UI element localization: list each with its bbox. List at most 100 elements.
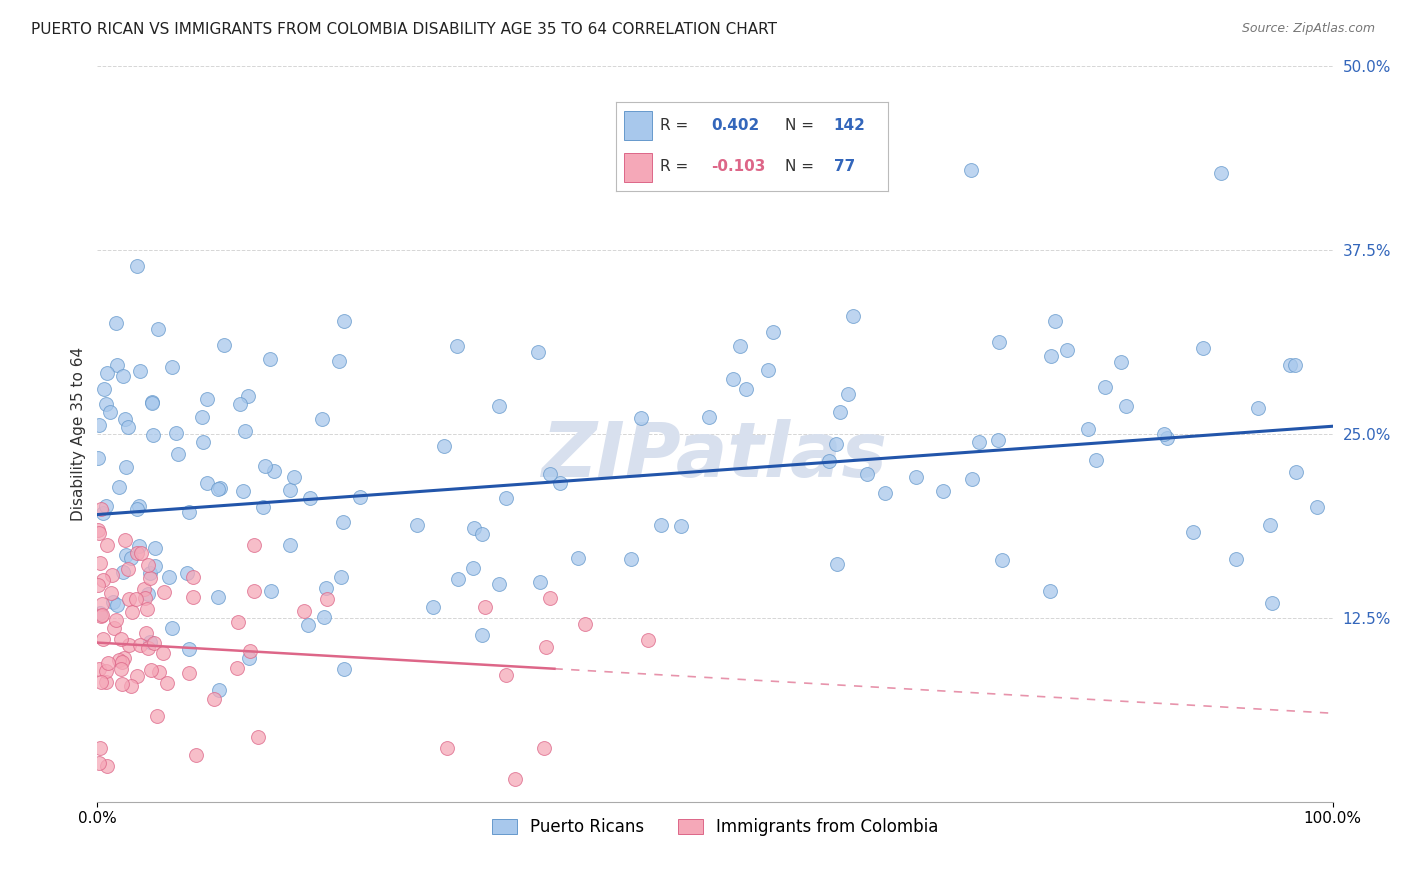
Point [630,411,652,425]
Point [87,450,110,465]
Point [193,435,215,450]
Point [134,591,156,605]
Point [141,394,163,409]
Point [166,446,188,460]
Point [110,632,132,646]
Point [1056,343,1078,357]
Point [1040,349,1063,363]
Point [94,499,117,513]
Point [1094,380,1116,394]
Point [104,316,127,330]
Point [837,387,859,401]
Point [990,553,1012,567]
Point [856,467,879,481]
Point [567,550,589,565]
Point [90,674,112,689]
Point [333,662,356,676]
Point [148,321,170,335]
Point [181,590,204,604]
Point [637,633,659,648]
Point [495,491,517,505]
Point [243,583,266,598]
Point [474,600,496,615]
Point [121,605,143,619]
Point [1043,314,1066,328]
Point [152,584,174,599]
Point [1192,341,1215,355]
Point [650,518,672,533]
Point [87,578,110,592]
Point [143,558,166,573]
Point [236,389,259,403]
Point [252,500,274,514]
Point [177,505,200,519]
Point [179,666,201,681]
Point [125,502,148,516]
Point [1077,422,1099,436]
Point [139,566,162,580]
Point [136,587,159,601]
Point [470,526,492,541]
Point [179,642,201,657]
Point [87,523,110,537]
Point [207,482,229,496]
Point [152,646,174,660]
Point [1039,584,1062,599]
Point [96,367,118,381]
Point [100,586,122,600]
Point [212,337,235,351]
Point [503,772,526,786]
Point [94,664,117,678]
Point [195,392,218,406]
Point [90,608,112,623]
Point [278,483,301,498]
Point [1284,359,1306,373]
Point [818,454,841,468]
Point [118,638,141,652]
Point [87,756,110,770]
Point [114,548,136,562]
Point [226,615,249,629]
Point [129,546,152,560]
Point [91,607,114,622]
Point [100,405,122,419]
Point [139,634,162,648]
Point [406,518,429,533]
Point [329,570,352,584]
Point [111,565,134,579]
Point [143,635,166,649]
Point [120,679,142,693]
Text: Source: ZipAtlas.com: Source: ZipAtlas.com [1241,22,1375,36]
Point [128,364,150,378]
Point [136,602,159,616]
Point [195,475,218,490]
Point [128,638,150,652]
Point [105,358,128,372]
Point [298,491,321,505]
Point [292,604,315,618]
Point [967,435,990,450]
Point [90,501,112,516]
Point [446,339,468,353]
Point [94,675,117,690]
Point [141,395,163,409]
Point [669,518,692,533]
Point [1305,500,1327,514]
Point [208,683,231,698]
Point [176,566,198,580]
Point [842,309,865,323]
Point [620,552,643,566]
Point [246,730,269,744]
Point [94,397,117,411]
Point [111,655,134,669]
Point [93,383,115,397]
Point [96,538,118,552]
Point [332,515,354,529]
Point [125,592,148,607]
Point [135,626,157,640]
Point [1258,518,1281,533]
Point [538,467,561,482]
Point [1153,427,1175,442]
Point [89,662,111,676]
Point [207,590,229,604]
